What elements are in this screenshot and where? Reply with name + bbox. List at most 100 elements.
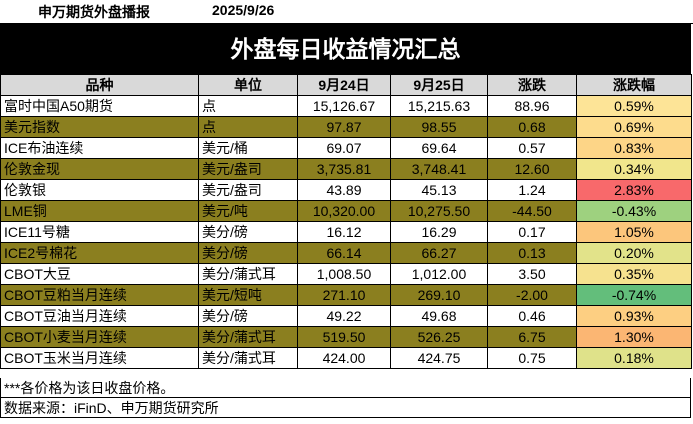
cell-change: -44.50 [488, 201, 577, 222]
cell-name: 伦敦银 [1, 180, 199, 201]
cell-sep25: 98.55 [391, 117, 488, 138]
cell-sep24: 43.89 [298, 180, 391, 201]
org-name: 申万期货外盘播报 [38, 2, 150, 22]
cell-change: 12.60 [488, 159, 577, 180]
column-header-sep24: 9月24日 [298, 75, 391, 96]
cell-sep24: 271.10 [298, 285, 391, 306]
cell-unit: 美元/盎司 [199, 180, 298, 201]
cell-change: 6.75 [488, 327, 577, 348]
cell-sep24: 424.00 [298, 348, 391, 369]
cell-sep24: 49.22 [298, 306, 391, 327]
cell-change-pct: 1.05% [577, 222, 692, 243]
cell-sep25: 49.68 [391, 306, 488, 327]
cell-change-pct: 2.83% [577, 180, 692, 201]
table-row: CBOT小麦当月连续 美分/蒲式耳 519.50 526.25 6.75 1.30% [1, 327, 692, 348]
table-row: ICE11号糖 美分/磅 16.12 16.29 0.17 1.05% [1, 222, 692, 243]
cell-change-pct: 0.34% [577, 159, 692, 180]
cell-sep24: 16.12 [298, 222, 391, 243]
cell-name: LME铜 [1, 201, 199, 222]
cell-name: CBOT大豆 [1, 264, 199, 285]
cell-unit: 点 [199, 117, 298, 138]
cell-change-pct: 0.83% [577, 138, 692, 159]
report-header: 申万期货外盘播报 2025/9/26 [0, 0, 693, 24]
table-header-row: 品种 单位 9月24日 9月25日 涨跌 涨跌幅 [1, 75, 692, 96]
cell-sep25: 16.29 [391, 222, 488, 243]
cell-change: 88.96 [488, 96, 577, 117]
cell-sep24: 66.14 [298, 243, 391, 264]
cell-sep25: 424.75 [391, 348, 488, 369]
cell-name: ICE布油连续 [1, 138, 199, 159]
cell-sep24: 15,126.67 [298, 96, 391, 117]
table-row: CBOT豆粕当月连续 美元/短吨 271.10 269.10 -2.00 -0.74% [1, 285, 692, 306]
cell-unit: 美分/磅 [199, 306, 298, 327]
cell-sep24: 97.87 [298, 117, 391, 138]
column-header-name: 品种 [1, 75, 199, 96]
cell-name: CBOT小麦当月连续 [1, 327, 199, 348]
cell-name: 美元指数 [1, 117, 199, 138]
cell-name: CBOT玉米当月连续 [1, 348, 199, 369]
cell-sep25: 10,275.50 [391, 201, 488, 222]
cell-unit: 美分/蒲式耳 [199, 264, 298, 285]
cell-change: 0.13 [488, 243, 577, 264]
table-row: ICE布油连续 美元/桶 69.07 69.64 0.57 0.83% [1, 138, 692, 159]
cell-sep24: 519.50 [298, 327, 391, 348]
column-header-unit: 单位 [199, 75, 298, 96]
table-body: 富时中国A50期货点 15,126.67 15,215.63 88.96 0.59% 美元… [1, 96, 692, 369]
cell-name: CBOT豆油当月连续 [1, 306, 199, 327]
cell-change-pct: 0.93% [577, 306, 692, 327]
table-row: ICE2号棉花 美分/磅 66.14 66.27 0.13 0.20% [1, 243, 692, 264]
cell-name: 富时中国A50期货 [1, 96, 199, 117]
footnotes: ***各价格为该日收盘价格。 数据来源：iFinD、申万期货研究所 [0, 378, 691, 418]
cell-unit: 美分/磅 [199, 243, 298, 264]
table-row: 富时中国A50期货点 15,126.67 15,215.63 88.96 0.59% [1, 96, 692, 117]
cell-unit: 美元/短吨 [199, 285, 298, 306]
cell-change: 0.75 [488, 348, 577, 369]
cell-sep24: 69.07 [298, 138, 391, 159]
cell-change-pct: -0.43% [577, 201, 692, 222]
cell-change: 0.17 [488, 222, 577, 243]
table-row: CBOT玉米当月连续 美分/蒲式耳 424.00 424.75 0.75 0.18% [1, 348, 692, 369]
table-row: CBOT豆油当月连续 美分/磅 49.22 49.68 0.46 0.93% [1, 306, 692, 327]
report-date: 2025/9/26 [212, 2, 274, 18]
data-source: 数据来源：iFinD、申万期货研究所 [0, 398, 691, 418]
cell-unit: 美元/桶 [199, 138, 298, 159]
cell-change: 3.50 [488, 264, 577, 285]
cell-unit: 美元/吨 [199, 201, 298, 222]
cell-unit: 美分/磅 [199, 222, 298, 243]
cell-sep24: 1,008.50 [298, 264, 391, 285]
cell-name: CBOT豆粕当月连续 [1, 285, 199, 306]
returns-table: 品种 单位 9月24日 9月25日 涨跌 涨跌幅 富时中国A50期货点 15,12… [0, 74, 692, 369]
cell-sep25: 3,748.41 [391, 159, 488, 180]
column-header-change-pct: 涨跌幅 [577, 75, 692, 96]
cell-sep24: 3,735.81 [298, 159, 391, 180]
cell-change-pct: 0.35% [577, 264, 692, 285]
cell-name: ICE2号棉花 [1, 243, 199, 264]
cell-sep25: 526.25 [391, 327, 488, 348]
cell-sep25: 1,012.00 [391, 264, 488, 285]
cell-change: 1.24 [488, 180, 577, 201]
cell-name: 伦敦金现 [1, 159, 199, 180]
cell-change-pct: 0.20% [577, 243, 692, 264]
report-title: 外盘每日收益情况汇总 [0, 24, 691, 74]
cell-sep25: 15,215.63 [391, 96, 488, 117]
cell-change: 0.57 [488, 138, 577, 159]
table-row: 伦敦金现 美元/盎司 3,735.81 3,748.41 12.60 0.34% [1, 159, 692, 180]
cell-change-pct: 1.30% [577, 327, 692, 348]
cell-sep25: 269.10 [391, 285, 488, 306]
cell-unit: 美分/蒲式耳 [199, 348, 298, 369]
cell-change: 0.68 [488, 117, 577, 138]
cell-change-pct: -0.74% [577, 285, 692, 306]
cell-sep25: 66.27 [391, 243, 488, 264]
cell-sep25: 45.13 [391, 180, 488, 201]
cell-name: ICE11号糖 [1, 222, 199, 243]
cell-change: 0.46 [488, 306, 577, 327]
cell-change-pct: 0.69% [577, 117, 692, 138]
cell-unit: 美分/蒲式耳 [199, 327, 298, 348]
cell-change-pct: 0.18% [577, 348, 692, 369]
cell-sep24: 10,320.00 [298, 201, 391, 222]
table-row: 美元指数点 97.87 98.55 0.68 0.69% [1, 117, 692, 138]
cell-change-pct: 0.59% [577, 96, 692, 117]
price-footnote: ***各价格为该日收盘价格。 [0, 378, 691, 398]
table-row: LME铜 美元/吨 10,320.00 10,275.50 -44.50 -0.43% [1, 201, 692, 222]
